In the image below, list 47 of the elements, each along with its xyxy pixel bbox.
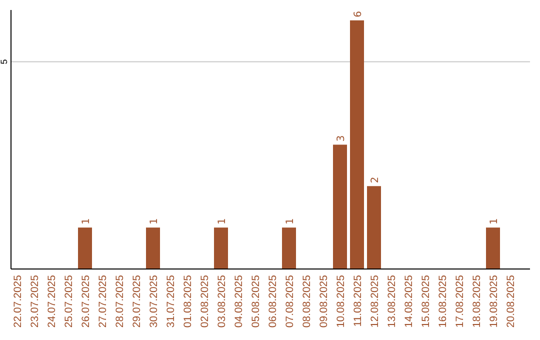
x-tick-label: 02.08.2025 [199, 274, 211, 328]
x-tick-label: 12.08.2025 [369, 274, 381, 328]
bar [333, 144, 347, 269]
x-tick-label: 01.08.2025 [182, 274, 194, 328]
data-label: 1 [489, 218, 500, 225]
data-label: 1 [149, 218, 160, 225]
x-tick-label: 03.08.2025 [216, 274, 228, 328]
x-tick-label: 15.08.2025 [420, 274, 432, 328]
x-tick-label: 27.07.2025 [97, 274, 109, 328]
bar [214, 228, 228, 269]
x-tick-label: 10.08.2025 [335, 274, 347, 328]
x-tick-label: 29.07.2025 [131, 274, 143, 328]
x-tick-label: 13.08.2025 [386, 274, 398, 328]
bar [486, 228, 500, 269]
x-tick-label: 26.07.2025 [80, 274, 92, 328]
x-tick-label: 09.08.2025 [318, 274, 330, 328]
x-tick-label: 25.07.2025 [63, 274, 75, 328]
x-tick-label: 19.08.2025 [488, 274, 500, 328]
x-tick-label: 23.07.2025 [29, 274, 41, 328]
x-tick-label: 18.08.2025 [471, 274, 483, 328]
bar [350, 20, 364, 269]
x-tick-label: 08.08.2025 [301, 274, 313, 328]
bar [367, 186, 381, 269]
bar [282, 228, 296, 269]
x-tick-label: 06.08.2025 [267, 274, 279, 328]
data-label: 6 [353, 10, 364, 18]
data-label: 1 [285, 218, 296, 225]
x-tick-label: 30.07.2025 [148, 274, 160, 328]
x-tick-label: 04.08.2025 [233, 274, 245, 328]
x-tick-label: 17.08.2025 [454, 274, 466, 328]
x-tick-label: 05.08.2025 [250, 274, 262, 328]
data-label: 1 [81, 218, 92, 225]
x-tick-label: 31.07.2025 [165, 274, 177, 328]
bar [146, 228, 160, 269]
bar [78, 228, 92, 269]
x-tick-label: 28.07.2025 [114, 274, 126, 328]
x-tick-label: 20.08.2025 [505, 274, 517, 328]
y-tick-label: 5 [0, 59, 9, 64]
x-tick-label: 14.08.2025 [403, 274, 415, 328]
data-label: 3 [336, 135, 347, 142]
x-tick-label: 22.07.2025 [12, 274, 24, 328]
x-tick-label: 07.08.2025 [284, 274, 296, 328]
data-label: 2 [370, 176, 381, 184]
x-tick-label: 24.07.2025 [46, 274, 58, 328]
x-tick-label: 16.08.2025 [437, 274, 449, 328]
data-label: 1 [217, 218, 228, 225]
x-tick-label: 11.08.2025 [352, 274, 364, 327]
